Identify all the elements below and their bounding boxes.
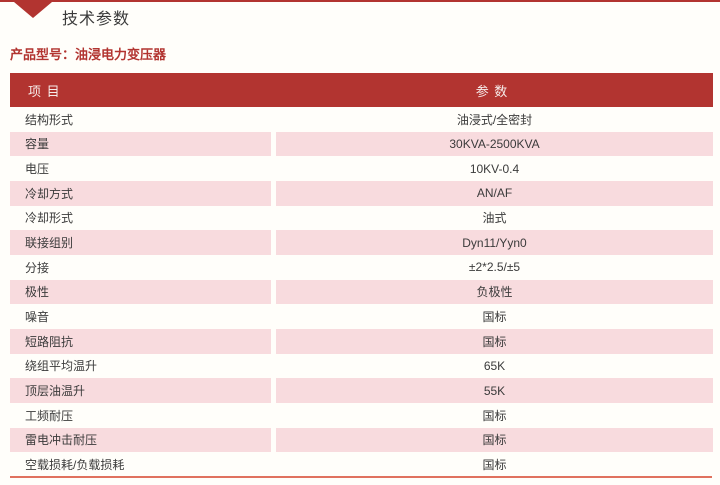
- row-item-label: 电压: [25, 162, 50, 177]
- table-row: 工频耐压 国标: [10, 403, 713, 428]
- row-item-label: 结构形式: [25, 112, 74, 127]
- row-item-label: 极性: [10, 279, 271, 305]
- row-item-label: 雷电冲击耐压: [10, 427, 271, 453]
- page-title: 技术参数: [62, 11, 131, 28]
- table-row: 电压 10KV-0.4: [10, 156, 713, 181]
- table-row: 极性 负极性: [10, 279, 713, 305]
- row-parameter-value: 10KV-0.4: [469, 161, 520, 176]
- row-item-label: 冷却方式: [10, 180, 271, 206]
- row-parameter-value: Dyn11/Yyn0: [276, 230, 713, 255]
- top-accent-line: [0, 0, 720, 2]
- table-row: 分接 ±2*2.5/±5: [10, 255, 713, 280]
- table-row: 短路阻抗 国标: [10, 328, 713, 354]
- spec-table: 项 目 参 数 结构形式 油浸式/全密封 容量 30KVA-2500KVA 电压…: [10, 73, 713, 477]
- table-row: 冷却形式 油式: [10, 206, 713, 231]
- table-row: 空载损耗/负载损耗 国标: [10, 452, 713, 477]
- row-parameter-value: 30KVA-2500KVA: [276, 131, 713, 157]
- table-row: 冷却方式 AN/AF: [10, 180, 713, 206]
- row-item-label: 冷却形式: [25, 211, 74, 226]
- table-row: 绕组平均温升 65K: [10, 354, 713, 379]
- row-item-label: 联接组别: [10, 230, 271, 255]
- table-row: 顶层油温升 55K: [10, 378, 713, 403]
- row-item-label: 工频耐压: [25, 408, 74, 423]
- row-parameter-value: ±2*2.5/±5: [468, 260, 521, 275]
- row-parameter-value: 国标: [276, 427, 713, 453]
- table-body: 结构形式 油浸式/全密封 容量 30KVA-2500KVA 电压 10KV-0.…: [10, 107, 713, 477]
- row-parameter-value: 55K: [276, 378, 713, 403]
- row-item-label: 顶层油温升: [10, 378, 271, 403]
- row-parameter-value: 国标: [276, 328, 713, 354]
- bottom-accent-line: [10, 476, 712, 478]
- table-row: 容量 30KVA-2500KVA: [10, 131, 713, 157]
- row-item-label: 分接: [25, 260, 50, 275]
- row-item-label: 绕组平均温升: [25, 359, 98, 374]
- row-parameter-value: 负极性: [276, 279, 713, 305]
- table-header-row: 项 目 参 数: [10, 73, 713, 107]
- row-item-label: 空载损耗/负载损耗: [25, 458, 125, 473]
- product-model-label: 产品型号：油浸电力变压器: [10, 47, 167, 62]
- column-header-value: 参 数: [475, 83, 509, 99]
- row-parameter-value: 65K: [483, 358, 506, 373]
- table-row: 结构形式 油浸式/全密封: [10, 107, 713, 132]
- table-row: 联接组别 Dyn11/Yyn0: [10, 230, 713, 255]
- triangle-marker-icon: [14, 2, 52, 18]
- row-parameter-value: 油式: [482, 211, 507, 226]
- row-item-label: 短路阻抗: [10, 328, 271, 354]
- table-row: 噪音 国标: [10, 304, 713, 329]
- row-item-label: 容量: [10, 131, 271, 157]
- column-header-item: 项 目: [28, 83, 61, 99]
- row-parameter-value: 国标: [482, 458, 507, 473]
- row-parameter-value: 国标: [482, 310, 507, 325]
- table-row: 雷电冲击耐压 国标: [10, 427, 713, 453]
- row-parameter-value: 油浸式/全密封: [456, 112, 533, 127]
- row-parameter-value: AN/AF: [276, 180, 713, 206]
- row-parameter-value: 国标: [482, 408, 507, 423]
- row-item-label: 噪音: [25, 310, 50, 325]
